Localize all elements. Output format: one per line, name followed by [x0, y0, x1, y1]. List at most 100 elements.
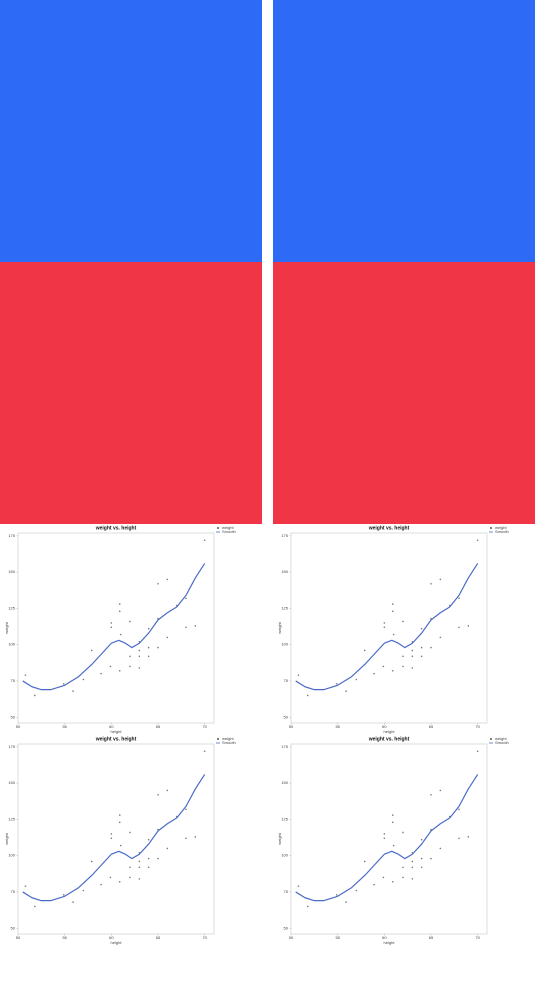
- scatter-point: [129, 665, 131, 668]
- legend-marker: [217, 527, 219, 529]
- scatter-point: [194, 625, 197, 627]
- plot-frame: [17, 532, 215, 724]
- scatter-point: [82, 678, 85, 681]
- x-tick-label: 55: [62, 935, 67, 940]
- y-tick-label: 125: [281, 816, 288, 821]
- x-tick-label: 55: [62, 724, 67, 729]
- scatter-point: [391, 669, 394, 672]
- scatter-point: [62, 683, 65, 685]
- x-tick-label: 65: [156, 935, 161, 940]
- scatter-point: [185, 626, 187, 629]
- y-axis-label: weight: [277, 832, 282, 844]
- x-tick-label: 50: [289, 935, 294, 940]
- scatter-point: [147, 627, 150, 630]
- scatter-point: [203, 750, 206, 753]
- legend-marker: [490, 527, 492, 529]
- x-tick-label: 55: [335, 724, 340, 729]
- scatter-point: [402, 620, 404, 623]
- scatter-point: [82, 889, 85, 892]
- chart: weight vs. height height weight 50 55 60 65 70 5…: [4, 525, 236, 734]
- scatter-point: [72, 690, 74, 692]
- chart-title: weight vs. height: [95, 525, 137, 531]
- scatter-point: [24, 674, 27, 676]
- scatter-point: [90, 649, 93, 652]
- scatter-point: [363, 649, 366, 652]
- smooth-line: [295, 774, 479, 902]
- y-tick-label: 50: [11, 925, 16, 930]
- scatter-point: [157, 582, 159, 585]
- scatter-point: [439, 578, 442, 581]
- smooth-line: [22, 563, 206, 691]
- x-tick-label: 50: [16, 724, 21, 729]
- x-tick-label: 60: [382, 935, 387, 940]
- x-tick-label: 70: [475, 935, 480, 940]
- x-axis-label: height: [384, 940, 396, 945]
- scatter-point: [110, 622, 113, 624]
- legend-label: Smooth: [222, 740, 236, 745]
- scatter-point: [411, 667, 414, 669]
- scatter-point: [335, 894, 338, 896]
- x-tick-label: 50: [16, 935, 21, 940]
- scatter-point: [62, 894, 65, 896]
- scatter-point: [373, 672, 375, 675]
- y-tick-label: 50: [284, 714, 289, 719]
- scatter-point: [157, 646, 159, 649]
- scatter-point: [147, 857, 150, 860]
- scatter-point: [420, 627, 423, 630]
- legend-label: Smooth: [495, 529, 509, 534]
- x-tick-label: 70: [202, 724, 207, 729]
- scatter-point: [138, 860, 141, 863]
- scatter-point: [118, 610, 121, 613]
- x-axis-label: height: [111, 729, 123, 734]
- x-tick-label: 65: [429, 935, 434, 940]
- color-panel: [0, 262, 262, 524]
- scatter-point: [34, 905, 36, 908]
- scatter-point: [382, 876, 385, 879]
- chart-title: weight vs. height: [368, 525, 410, 531]
- scatter-point: [383, 833, 386, 835]
- scatter-point: [24, 885, 27, 887]
- plot-frame: [290, 743, 488, 935]
- y-tick-label: 75: [284, 678, 289, 683]
- scatter-point: [392, 633, 395, 636]
- scatter-point: [166, 847, 169, 850]
- scatter-point: [194, 836, 197, 838]
- scatter-point: [129, 866, 131, 869]
- scatter-point: [109, 665, 112, 668]
- scatter-point: [147, 838, 150, 841]
- x-tick-label: 50: [289, 724, 294, 729]
- chart: weight vs. height height weight 50 55 60 65 70 5…: [4, 736, 236, 945]
- y-tick-label: 150: [8, 569, 15, 574]
- scatter-point: [147, 866, 150, 869]
- legend-label: Smooth: [222, 529, 236, 534]
- scatter-point: [203, 539, 206, 542]
- scatter-point: [118, 814, 121, 816]
- scatter-point: [185, 837, 187, 840]
- plot-frame: [17, 743, 215, 935]
- y-tick-label: 175: [281, 744, 288, 749]
- scatter-point: [373, 883, 375, 886]
- x-axis-label: height: [111, 940, 123, 945]
- scatter-point: [476, 539, 479, 542]
- color-panel: [273, 0, 535, 262]
- x-tick-label: 65: [156, 724, 161, 729]
- scatter-point: [119, 844, 122, 847]
- scatter-point: [391, 603, 394, 605]
- scatter-point: [458, 837, 460, 840]
- legend-label: weight: [495, 736, 507, 741]
- scatter-point: [420, 655, 423, 658]
- x-tick-label: 65: [429, 724, 434, 729]
- scatter-point: [402, 831, 404, 834]
- scatter-point: [467, 625, 470, 627]
- plot-frame: [290, 532, 488, 724]
- scatter-point: [119, 633, 122, 636]
- scatter-point: [383, 626, 386, 629]
- scatter-point: [335, 683, 338, 685]
- legend-label: Smooth: [495, 740, 509, 745]
- scatter-point: [355, 678, 358, 681]
- scatter-point: [109, 876, 112, 879]
- scatter-point: [420, 857, 423, 860]
- scatter-point: [402, 876, 404, 879]
